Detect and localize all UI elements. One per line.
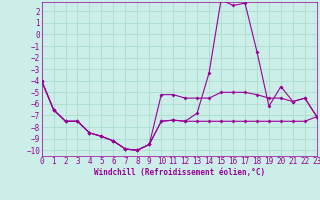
X-axis label: Windchill (Refroidissement éolien,°C): Windchill (Refroidissement éolien,°C)	[94, 168, 265, 177]
